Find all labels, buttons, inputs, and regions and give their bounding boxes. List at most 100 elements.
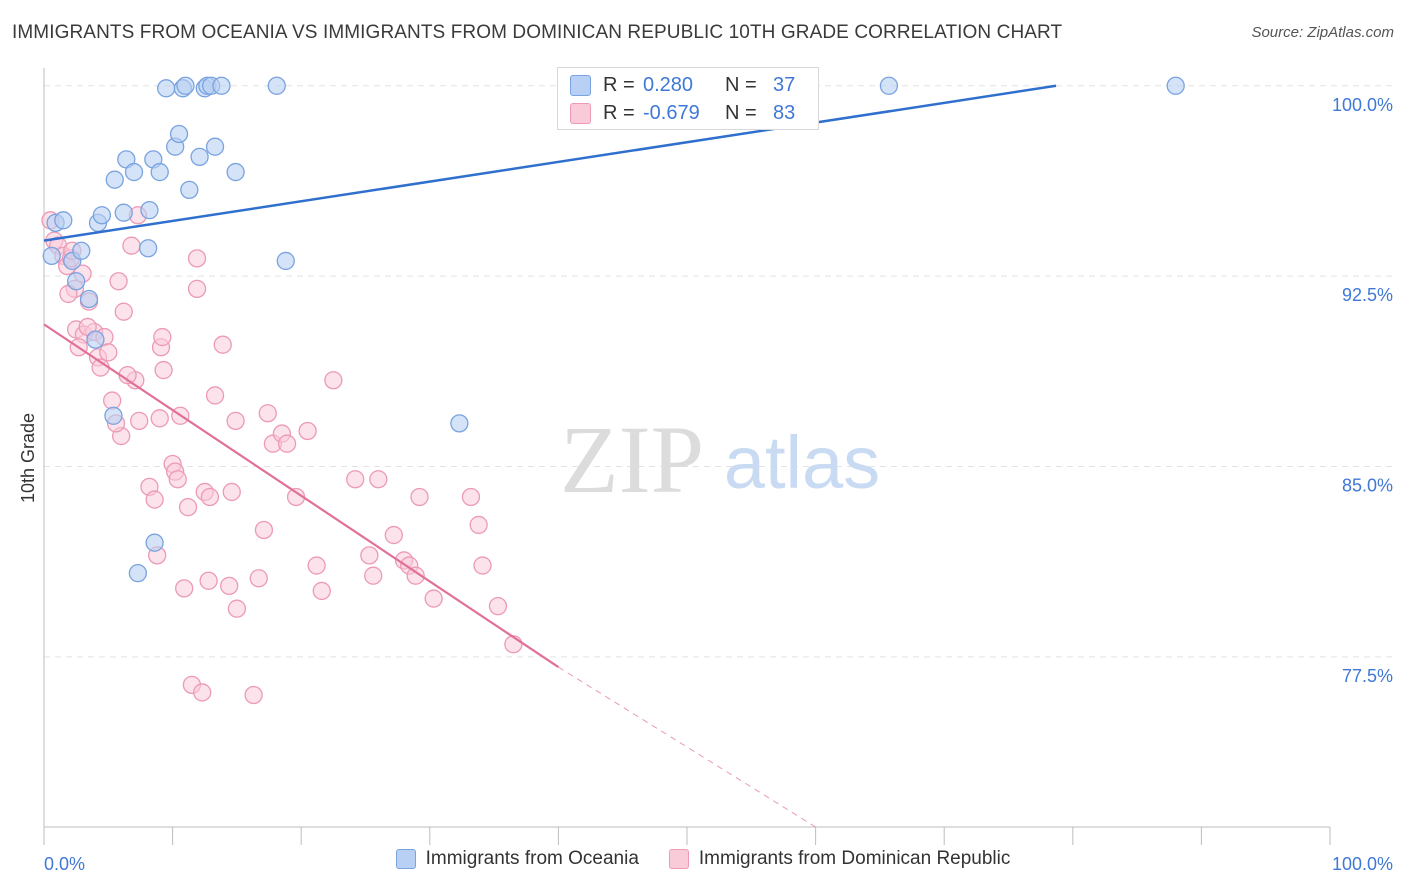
data-point-dominican-republic — [193, 683, 212, 702]
data-point-oceania — [176, 76, 195, 95]
data-point-dominican-republic — [298, 421, 317, 441]
watermark: ZIP atlas — [560, 406, 880, 513]
data-point-oceania — [128, 564, 148, 583]
data-point-oceania — [72, 241, 91, 260]
data-point-dominican-republic — [122, 236, 141, 255]
data-point-oceania — [267, 76, 286, 95]
data-point-dominican-republic — [220, 576, 239, 595]
data-point-oceania — [105, 170, 124, 189]
data-point-oceania — [226, 162, 245, 182]
legend-swatch-oceania — [395, 849, 416, 869]
data-point-dominican-republic — [154, 360, 173, 380]
data-point-oceania — [140, 201, 159, 220]
data-point-dominican-republic — [346, 470, 365, 489]
legend: Immigrants from Oceania Immigrants from … — [0, 848, 1406, 870]
data-point-dominican-republic — [178, 498, 198, 517]
data-point-dominican-republic — [469, 515, 488, 535]
data-point-dominican-republic — [307, 556, 326, 575]
data-point-dominican-republic — [277, 434, 297, 453]
x-tick-label: 0.0% — [44, 854, 85, 874]
data-point-dominican-republic — [360, 546, 379, 565]
y-tick-label: 100.0% — [1332, 95, 1393, 115]
data-point-dominican-republic — [410, 487, 429, 507]
data-point-dominican-republic — [324, 371, 343, 390]
data-point-oceania — [150, 162, 169, 182]
y-tick-label: 92.5% — [1342, 285, 1393, 305]
y-tick-label: 77.5% — [1342, 666, 1393, 686]
r-value: -0.679 — [643, 102, 700, 124]
stats-swatch-oceania — [570, 75, 591, 96]
data-point-dominican-republic — [187, 249, 207, 268]
trend-lines — [43, 84, 1057, 828]
data-point-dominican-republic — [175, 579, 194, 598]
data-point-dominican-republic — [114, 302, 133, 321]
r-label: R = — [603, 74, 635, 96]
data-point-dominican-republic — [168, 470, 187, 489]
data-point-dominican-republic — [213, 335, 232, 354]
n-label: N = — [725, 102, 757, 124]
data-point-dominican-republic — [488, 597, 508, 616]
data-point-oceania — [79, 289, 99, 309]
n-value: 37 — [773, 74, 796, 96]
data-point-oceania — [114, 203, 133, 222]
legend-item-oceania[interactable]: Immigrants from Oceania — [395, 848, 639, 870]
data-point-dominican-republic — [384, 525, 403, 545]
n-value: 83 — [773, 102, 796, 124]
watermark-zip-text: ZIP — [560, 406, 704, 513]
data-point-oceania — [212, 76, 231, 95]
data-point-oceania — [169, 124, 189, 144]
data-point-dominican-republic — [99, 343, 118, 362]
data-point-dominican-republic — [258, 404, 277, 423]
data-point-dominican-republic — [461, 487, 481, 507]
data-point-dominican-republic — [200, 487, 220, 507]
data-point-dominican-republic — [473, 556, 492, 575]
x-tick-label: 100.0% — [1332, 854, 1393, 874]
data-point-dominican-republic — [103, 391, 122, 410]
data-point-dominican-republic — [226, 411, 245, 430]
r-value: 0.280 — [643, 74, 694, 96]
series-dominican-republic — [41, 206, 523, 705]
data-point-oceania — [67, 272, 86, 291]
data-point-oceania — [104, 406, 123, 425]
data-point-dominican-republic — [222, 482, 241, 502]
source-credit: Source: ZipAtlas.com — [1251, 24, 1394, 41]
grid-lines — [44, 85, 1392, 658]
data-point-oceania — [205, 137, 225, 156]
data-point-oceania — [1166, 76, 1185, 95]
data-point-dominican-republic — [244, 685, 263, 705]
trend-line-dominican-republic-extension — [558, 666, 816, 828]
data-point-oceania — [879, 76, 899, 95]
chart-title: IMMIGRANTS FROM OCEANIA VS IMMIGRANTS FR… — [12, 22, 1063, 43]
data-point-dominican-republic — [145, 490, 164, 509]
data-point-dominican-republic — [205, 386, 225, 405]
data-point-dominican-republic — [249, 569, 268, 588]
legend-label-dominican-republic: Immigrants from Dominican Republic — [698, 848, 1011, 869]
data-point-oceania — [450, 414, 469, 433]
data-point-oceania — [42, 246, 61, 265]
stats-row-dominican-republic: R = -0.679 N = 83 — [570, 102, 795, 125]
n-label: N = — [725, 74, 757, 96]
data-point-dominican-republic — [187, 279, 207, 298]
data-point-dominican-republic — [150, 409, 169, 428]
data-point-dominican-republic — [199, 571, 218, 590]
data-point-dominican-republic — [424, 589, 443, 608]
data-point-oceania — [157, 79, 176, 98]
trend-line-oceania — [43, 84, 1057, 242]
data-point-dominican-republic — [227, 599, 247, 618]
trend-line-dominican-republic — [43, 323, 560, 668]
data-point-oceania — [124, 162, 144, 182]
data-point-oceania — [145, 533, 164, 552]
legend-item-dominican-republic[interactable]: Immigrants from Dominican Republic — [668, 848, 1011, 870]
r-label: R = — [603, 102, 635, 124]
data-point-oceania — [92, 206, 112, 225]
data-point-dominican-republic — [109, 272, 128, 291]
stats-row-oceania: R = 0.280 N = 37 — [570, 74, 795, 97]
y-axis-label: 10th Grade — [18, 413, 38, 503]
y-tick-label: 85.0% — [1342, 476, 1393, 496]
data-point-oceania — [54, 211, 73, 230]
legend-swatch-dominican-republic — [668, 849, 689, 869]
stats-swatch-dominican-republic — [570, 103, 591, 124]
data-point-dominican-republic — [130, 411, 149, 430]
watermark-atlas-text: atlas — [724, 421, 880, 504]
